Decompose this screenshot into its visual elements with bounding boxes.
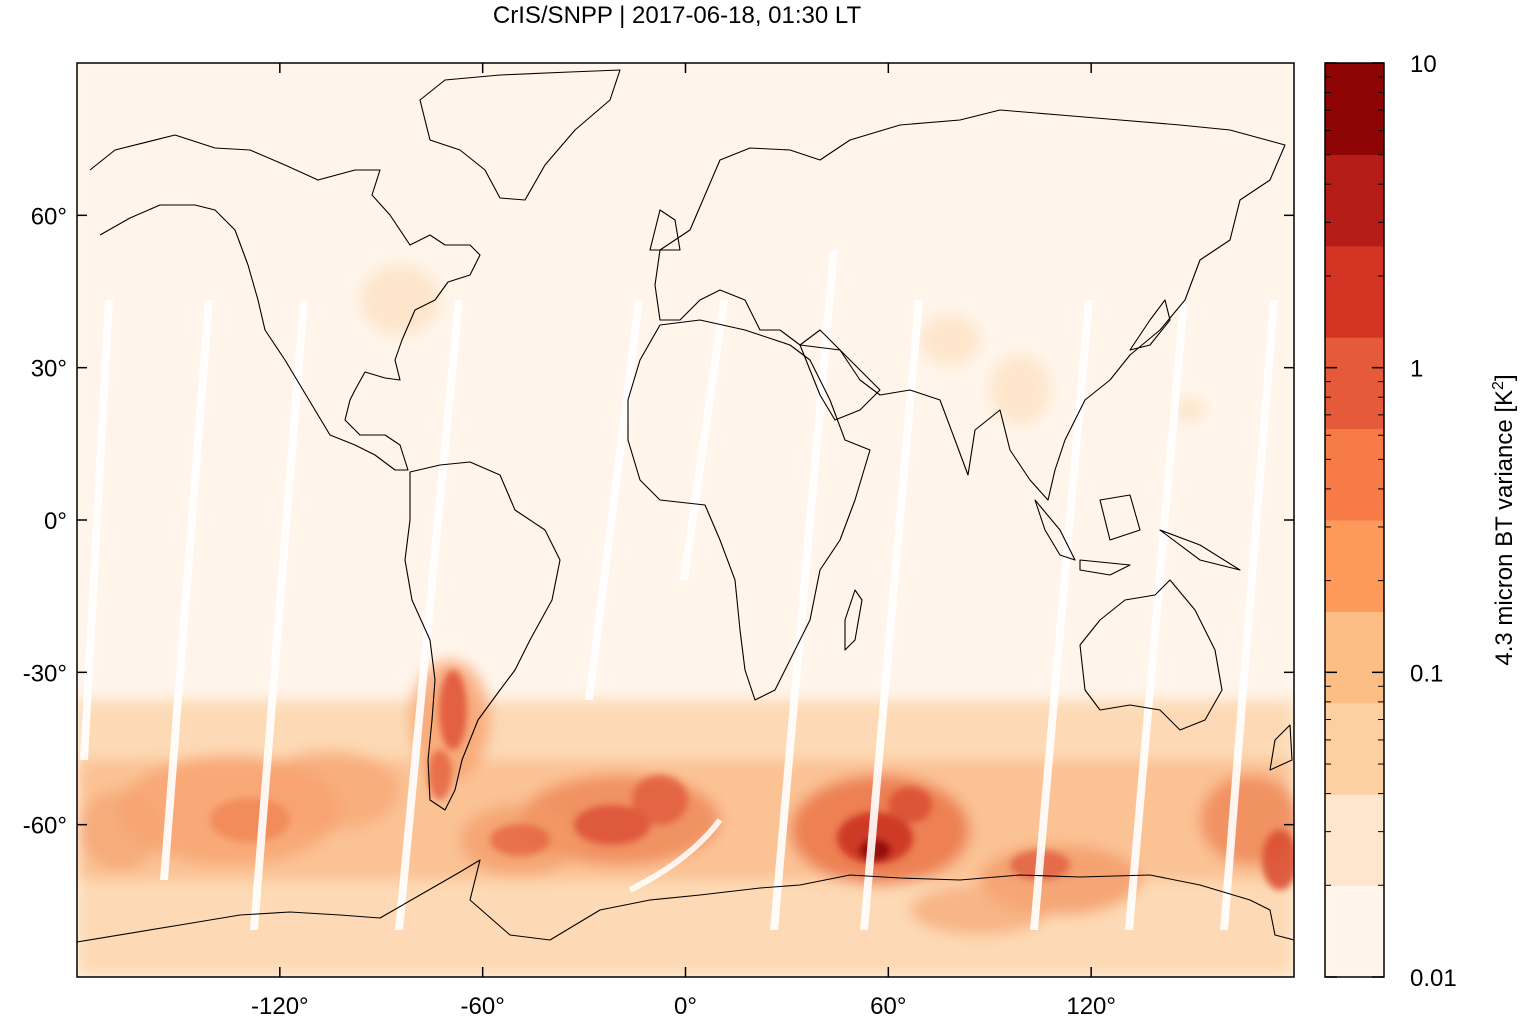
coastlines bbox=[77, 69, 1294, 943]
colorbar-frame bbox=[1324, 62, 1385, 978]
variance-field bbox=[77, 69, 1294, 977]
colorbar-tick-label: 1 bbox=[1410, 356, 1423, 383]
colorbar-segment bbox=[1325, 520, 1384, 612]
colorbar-segment bbox=[1325, 794, 1384, 887]
y-axis: 60° 30° 0° -30° -60° bbox=[23, 203, 1294, 840]
colorbar-axis: 10 1 0.1 0.01 bbox=[1325, 51, 1457, 992]
colorbar-tick-label: 10 bbox=[1410, 51, 1437, 78]
colorbar-label: 4.3 micron BT variance [K2] bbox=[1490, 374, 1518, 665]
colorbar-tick-label: 0.1 bbox=[1410, 660, 1443, 687]
y-tick-label: -60° bbox=[23, 813, 67, 840]
colorbar-segment bbox=[1325, 245, 1384, 338]
colorbar-segment bbox=[1325, 702, 1384, 795]
orbit-gaps bbox=[80, 250, 1278, 930]
colorbar-segment bbox=[1325, 611, 1384, 704]
x-tick-label: 0° bbox=[674, 993, 697, 1020]
colorbar-segment bbox=[1325, 63, 1384, 155]
colorbar-segment bbox=[1325, 885, 1384, 978]
x-tick-label: -60° bbox=[461, 993, 505, 1020]
x-tick-label: 120° bbox=[1066, 993, 1116, 1020]
x-tick-label: 60° bbox=[870, 993, 906, 1020]
colorbar bbox=[1325, 63, 1384, 978]
y-tick-label: 0° bbox=[44, 508, 67, 535]
y-tick-label: 30° bbox=[31, 356, 67, 383]
y-tick-label: 60° bbox=[31, 203, 67, 230]
x-axis: -120° -60° 0° 60° 120° bbox=[251, 63, 1116, 1020]
colorbar-tick-label: 0.01 bbox=[1410, 965, 1457, 992]
colorbar-segment bbox=[1325, 154, 1384, 247]
map-title: CrIS/SNPP | 2017-06-18, 01:30 LT bbox=[492, 2, 862, 29]
y-tick-label: -30° bbox=[23, 660, 67, 687]
colorbar-segment bbox=[1325, 337, 1384, 430]
x-tick-label: -120° bbox=[251, 993, 309, 1020]
colorbar-segment bbox=[1325, 428, 1384, 521]
